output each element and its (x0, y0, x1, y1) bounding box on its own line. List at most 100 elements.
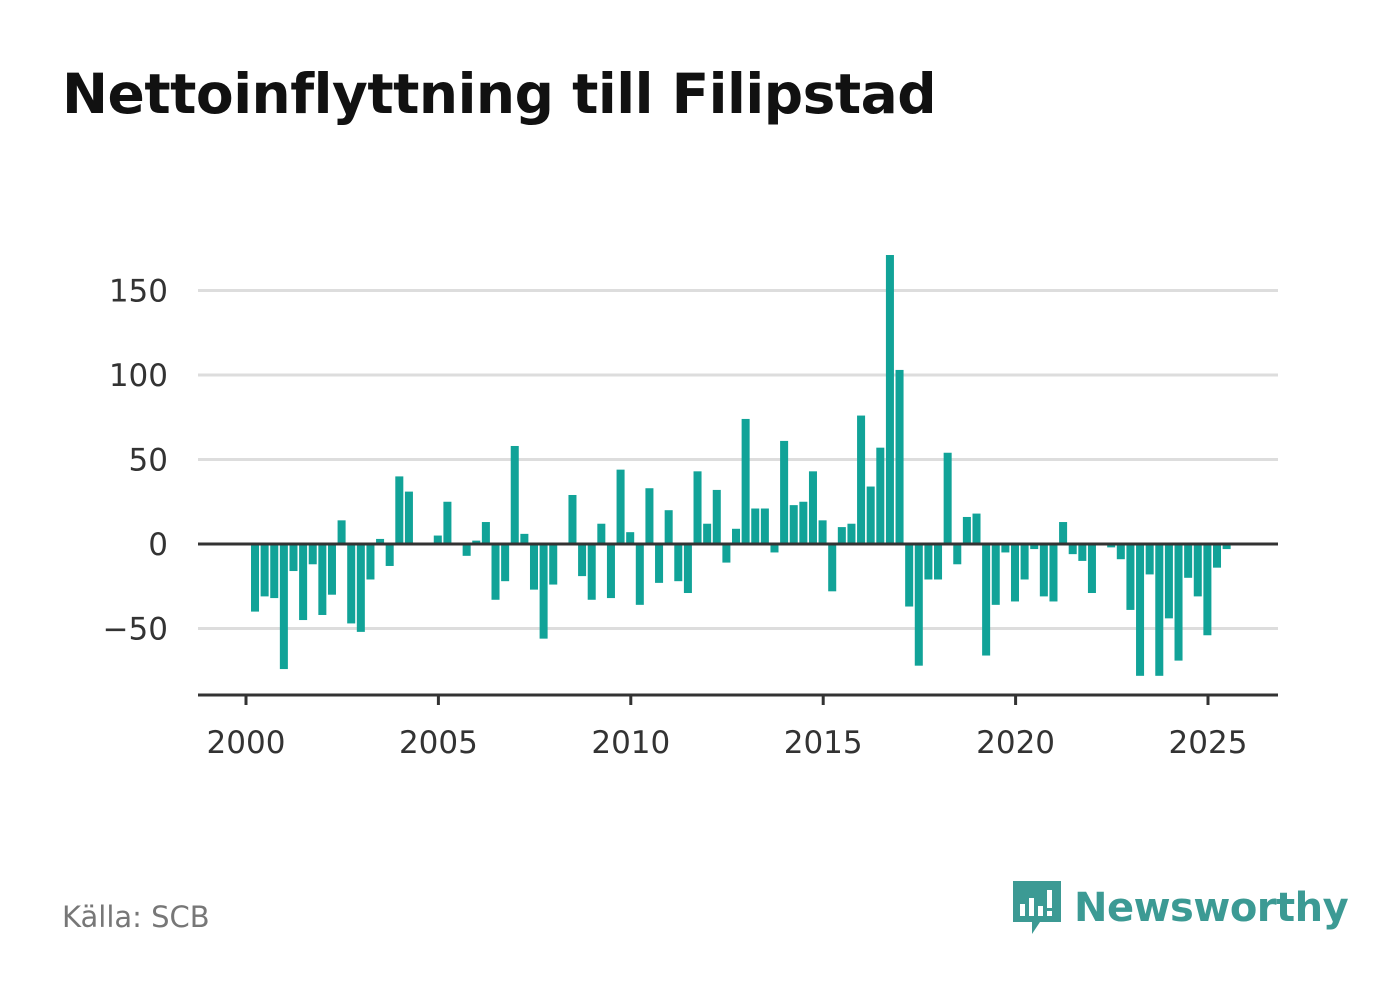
bar (1107, 544, 1116, 548)
bar (1030, 544, 1039, 550)
bar (597, 523, 606, 544)
y-tick-label: 150 (109, 274, 168, 310)
bar (866, 486, 875, 544)
bar (703, 523, 712, 544)
bar (520, 533, 529, 544)
bar (568, 494, 577, 544)
bar (857, 415, 866, 544)
x-tick-label: 2005 (399, 725, 478, 761)
bar (818, 520, 827, 544)
bar (770, 544, 779, 553)
bar (289, 544, 298, 572)
bar (751, 508, 760, 544)
bar (1136, 544, 1145, 676)
brand-logo[interactable]: Newsworthy (1010, 878, 1349, 938)
bar (462, 544, 471, 556)
bar (318, 544, 327, 615)
x-tick-label: 2000 (207, 725, 286, 761)
bar (655, 544, 664, 583)
bar (732, 528, 741, 544)
bar (337, 520, 346, 544)
bar (270, 544, 279, 599)
bar (712, 489, 721, 544)
bar (1145, 544, 1154, 575)
bar (356, 544, 365, 632)
bar (1213, 544, 1222, 568)
bar (251, 544, 260, 612)
bar (443, 501, 452, 544)
bar (664, 510, 673, 544)
bar (1078, 544, 1087, 561)
bar (953, 544, 962, 565)
bar (1020, 544, 1029, 580)
bar (837, 527, 846, 544)
bar (914, 544, 923, 666)
bar (1049, 544, 1058, 602)
bar (962, 516, 971, 544)
bar (395, 476, 404, 544)
bar (481, 522, 490, 544)
bar (308, 544, 317, 565)
bar-chart-speech-bubble-icon (1013, 881, 1061, 934)
bar (549, 544, 558, 585)
bar (1068, 544, 1077, 555)
bar (885, 255, 894, 544)
bar (1184, 544, 1193, 578)
brand-name: Newsworthy (1074, 885, 1349, 931)
bar (991, 544, 1000, 605)
bar (847, 523, 856, 544)
bar (491, 544, 500, 600)
bar (808, 471, 817, 544)
bar (905, 544, 914, 607)
y-axis-ticks: −50 0 50 100 150 (103, 274, 168, 648)
bar (404, 491, 413, 544)
bar (1001, 544, 1010, 553)
bar (385, 544, 394, 566)
bar (347, 544, 356, 624)
bar (1174, 544, 1183, 661)
bar (683, 544, 692, 594)
bar (260, 544, 269, 597)
bar (1087, 544, 1096, 594)
y-tick-label: −50 (103, 612, 168, 648)
bar (693, 471, 702, 544)
x-tick-label: 2015 (784, 725, 863, 761)
bar (1126, 544, 1135, 610)
bar (972, 513, 981, 544)
bar (587, 544, 596, 600)
bar (789, 505, 798, 544)
x-axis: 2000 2005 2010 2015 2020 2025 (198, 693, 1278, 761)
bar (924, 544, 933, 580)
bar (539, 544, 548, 639)
bar (626, 532, 635, 544)
bar (1164, 544, 1173, 619)
bar (934, 544, 943, 580)
bar (279, 544, 288, 670)
x-tick-label: 2025 (1169, 725, 1248, 761)
bar (529, 544, 538, 590)
bar (1193, 544, 1202, 597)
bar (366, 544, 375, 580)
bar (472, 540, 481, 544)
bar (674, 544, 683, 582)
source-note: Källa: SCB (62, 900, 210, 934)
bar (327, 544, 336, 595)
bar (828, 544, 837, 592)
bar (645, 488, 654, 544)
bar (982, 544, 991, 656)
bar (741, 418, 750, 544)
bar (876, 447, 885, 544)
bar (1155, 544, 1164, 676)
bar (510, 445, 519, 544)
y-tick-label: 0 (148, 527, 168, 563)
bar (616, 469, 625, 544)
bar (433, 535, 442, 544)
bar (1203, 544, 1212, 636)
bar (1010, 544, 1019, 602)
bar (299, 544, 308, 621)
bar (1222, 544, 1231, 550)
bar (501, 544, 510, 582)
chart-title: Nettoinflyttning till Filipstad (62, 62, 937, 126)
y-tick-label: 100 (109, 358, 168, 394)
